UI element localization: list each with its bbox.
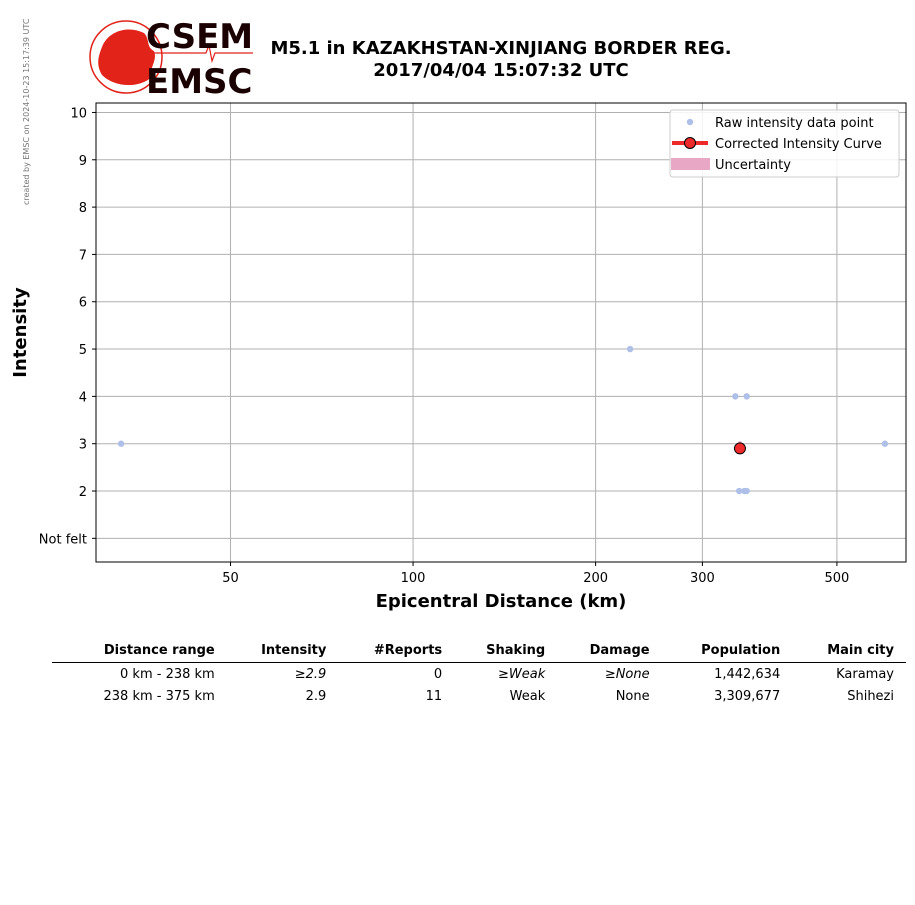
table-header-row: Distance range Intensity #Reports Shakin… <box>52 640 906 663</box>
header-damage: Damage <box>557 640 662 663</box>
x-axis-label: Epicentral Distance (km) <box>376 591 627 612</box>
title-line-1: M5.1 in KAZAKHSTAN-XINJIANG BORDER REG. <box>270 38 732 59</box>
chart-title: M5.1 in KAZAKHSTAN-XINJIANG BORDER REG. … <box>250 38 752 82</box>
legend-corrected-marker <box>684 137 696 149</box>
raw-intensity-point <box>881 440 889 447</box>
intensity-chart: 50 100 200 300 500 Not felt 2 3 4 5 6 7 8 9 10 Epicent… <box>10 102 907 612</box>
plot-frame <box>95 102 907 563</box>
cell-population: 3,309,677 <box>714 689 781 704</box>
y-tick-label: 3 <box>79 438 87 453</box>
y-tick-label: Not felt <box>39 532 87 547</box>
cell-intensity: 2.9 <box>305 689 327 704</box>
raw-intensity-point <box>117 440 125 447</box>
cell-main-city: Shihezi <box>847 689 894 704</box>
table-row: 238 km - 375 km 2.9 11 Weak None 3,309,6… <box>52 685 906 707</box>
cell-distance-range: 0 km - 238 km <box>120 667 215 682</box>
y-tick-label: 2 <box>79 485 87 500</box>
cell-damage: ≥None <box>604 667 650 682</box>
emsc-logo: CSEM EMSC <box>89 17 253 99</box>
grid <box>96 103 906 562</box>
y-tick-label: 7 <box>79 248 87 263</box>
header-main-city: Main city <box>792 640 906 663</box>
cell-shaking: ≥Weak <box>497 667 546 682</box>
raw-intensity-point <box>743 393 750 400</box>
cell-reports: 0 <box>433 667 443 682</box>
tick-labels: 50 100 200 300 500 Not felt 2 3 4 5 6 7 8 9 10 <box>39 106 850 586</box>
y-axis-label: Intensity <box>10 287 31 378</box>
header-population: Population <box>661 640 793 663</box>
legend-raw-marker <box>686 118 694 126</box>
cell-intensity: ≥2.9 <box>294 667 327 682</box>
svg-text:EMSC: EMSC <box>146 62 253 99</box>
cell-reports: 11 <box>425 689 443 704</box>
y-tick-label: 4 <box>79 390 87 405</box>
header-distance-range: Distance range <box>52 640 227 663</box>
cell-shaking: Weak <box>509 689 546 704</box>
legend: Raw intensity data point Corrected Intens… <box>669 109 900 178</box>
legend-box <box>669 109 900 178</box>
header-intensity: Intensity <box>226 640 339 663</box>
table-row: 0 km - 238 km ≥2.9 0 ≥Weak ≥None 1,442,6… <box>52 663 906 686</box>
x-tick-label: 50 <box>222 571 239 586</box>
y-tick-label: 5 <box>79 343 87 358</box>
raw-intensity-point <box>735 487 743 495</box>
cell-damage: None <box>615 689 650 704</box>
x-tick-label: 500 <box>824 571 849 586</box>
title-line-2: 2017/04/04 15:07:32 UTC <box>373 60 629 81</box>
y-tick-label: 6 <box>79 296 87 311</box>
intensity-summary-table: Distance range Intensity #Reports Shakin… <box>52 640 906 707</box>
header-shaking: Shaking <box>454 640 558 663</box>
corrected-intensity-point <box>733 442 746 455</box>
y-tick-label: 9 <box>79 154 87 169</box>
cell-main-city: Karamay <box>836 667 894 682</box>
y-tick-label: 8 <box>79 201 87 216</box>
header-reports: #Reports <box>338 640 455 663</box>
x-tick-label: 300 <box>690 571 715 586</box>
svg-text:CSEM: CSEM <box>146 17 253 57</box>
x-tick-label: 200 <box>583 571 608 586</box>
legend-label: Raw intensity data point <box>715 116 874 131</box>
legend-label: Uncertainty <box>715 158 791 173</box>
raw-intensity-point <box>743 487 750 495</box>
x-tick-label: 100 <box>401 571 426 586</box>
legend-uncertainty-swatch <box>671 158 710 170</box>
raw-intensity-point <box>732 393 739 400</box>
data-points <box>117 345 889 495</box>
cell-population: 1,442,634 <box>714 667 781 682</box>
legend-label: Corrected Intensity Curve <box>715 137 882 152</box>
raw-intensity-point <box>626 345 634 353</box>
cell-distance-range: 238 km - 375 km <box>103 689 215 704</box>
y-tick-label: 10 <box>70 106 87 121</box>
